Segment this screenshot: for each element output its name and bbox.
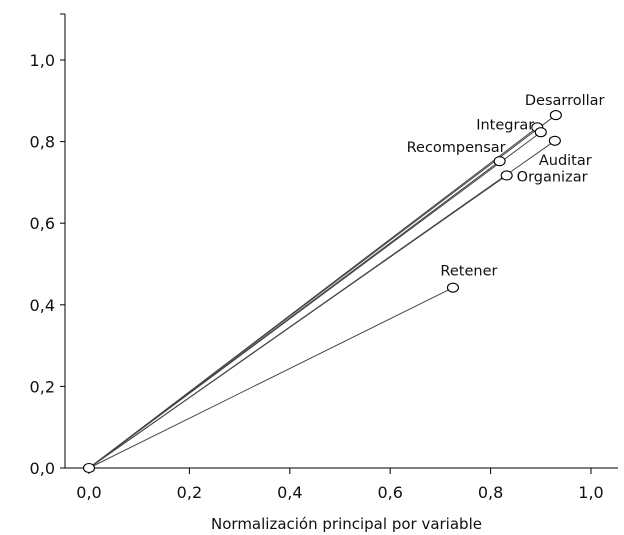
point-label: Organizar (517, 169, 588, 185)
axes: 0,0 0,2 0,4 0,6 0,8 1,0 0,0 0,2 0,4 0,6 0,8 1,0 (30, 13, 618, 502)
x-ticks: 0,0 0,2 0,4 0,6 0,8 1,0 (76, 468, 604, 502)
vector-line (88, 126, 538, 469)
markers (82, 110, 562, 474)
point-label: Desarrollar (525, 93, 605, 109)
point-label: Integrar (476, 117, 534, 133)
point-marker (500, 170, 513, 181)
origin-marker (82, 462, 96, 474)
y-tick-label: 0,4 (30, 296, 55, 315)
x-tick-label: 1,0 (578, 483, 603, 502)
vector-line (88, 175, 507, 469)
vector-line (88, 287, 454, 469)
vector-line (88, 131, 542, 469)
point-marker (446, 282, 460, 293)
point-label: Auditar (539, 153, 592, 169)
y-tick-label: 0,8 (30, 133, 55, 152)
y-tick-label: 0,2 (30, 377, 55, 396)
point-marker (534, 127, 547, 138)
x-tick-label: 0,6 (377, 483, 402, 502)
point-labels: Desarrollar Integrar Recompensar AuditarOrg… (407, 93, 605, 280)
x-axis-title: Normalización principal por variable (211, 515, 482, 533)
y-tick-label: 0,6 (30, 214, 55, 233)
x-tick-label: 0,0 (76, 483, 101, 502)
x-tick-label: 0,2 (177, 483, 202, 502)
point-marker (549, 110, 562, 121)
x-tick-label: 0,4 (277, 483, 302, 502)
x-tick-label: 0,8 (478, 483, 503, 502)
point-label: Retener (440, 264, 497, 280)
y-ticks: 0,0 0,2 0,4 0,6 0,8 1,0 (30, 13, 65, 478)
y-tick-label: 1,0 (30, 51, 55, 70)
vectors (88, 114, 557, 469)
point-label: Recompensar (407, 140, 506, 156)
point-marker (548, 135, 561, 146)
point-marker (493, 156, 506, 167)
y-tick-label: 0,0 (30, 459, 55, 478)
